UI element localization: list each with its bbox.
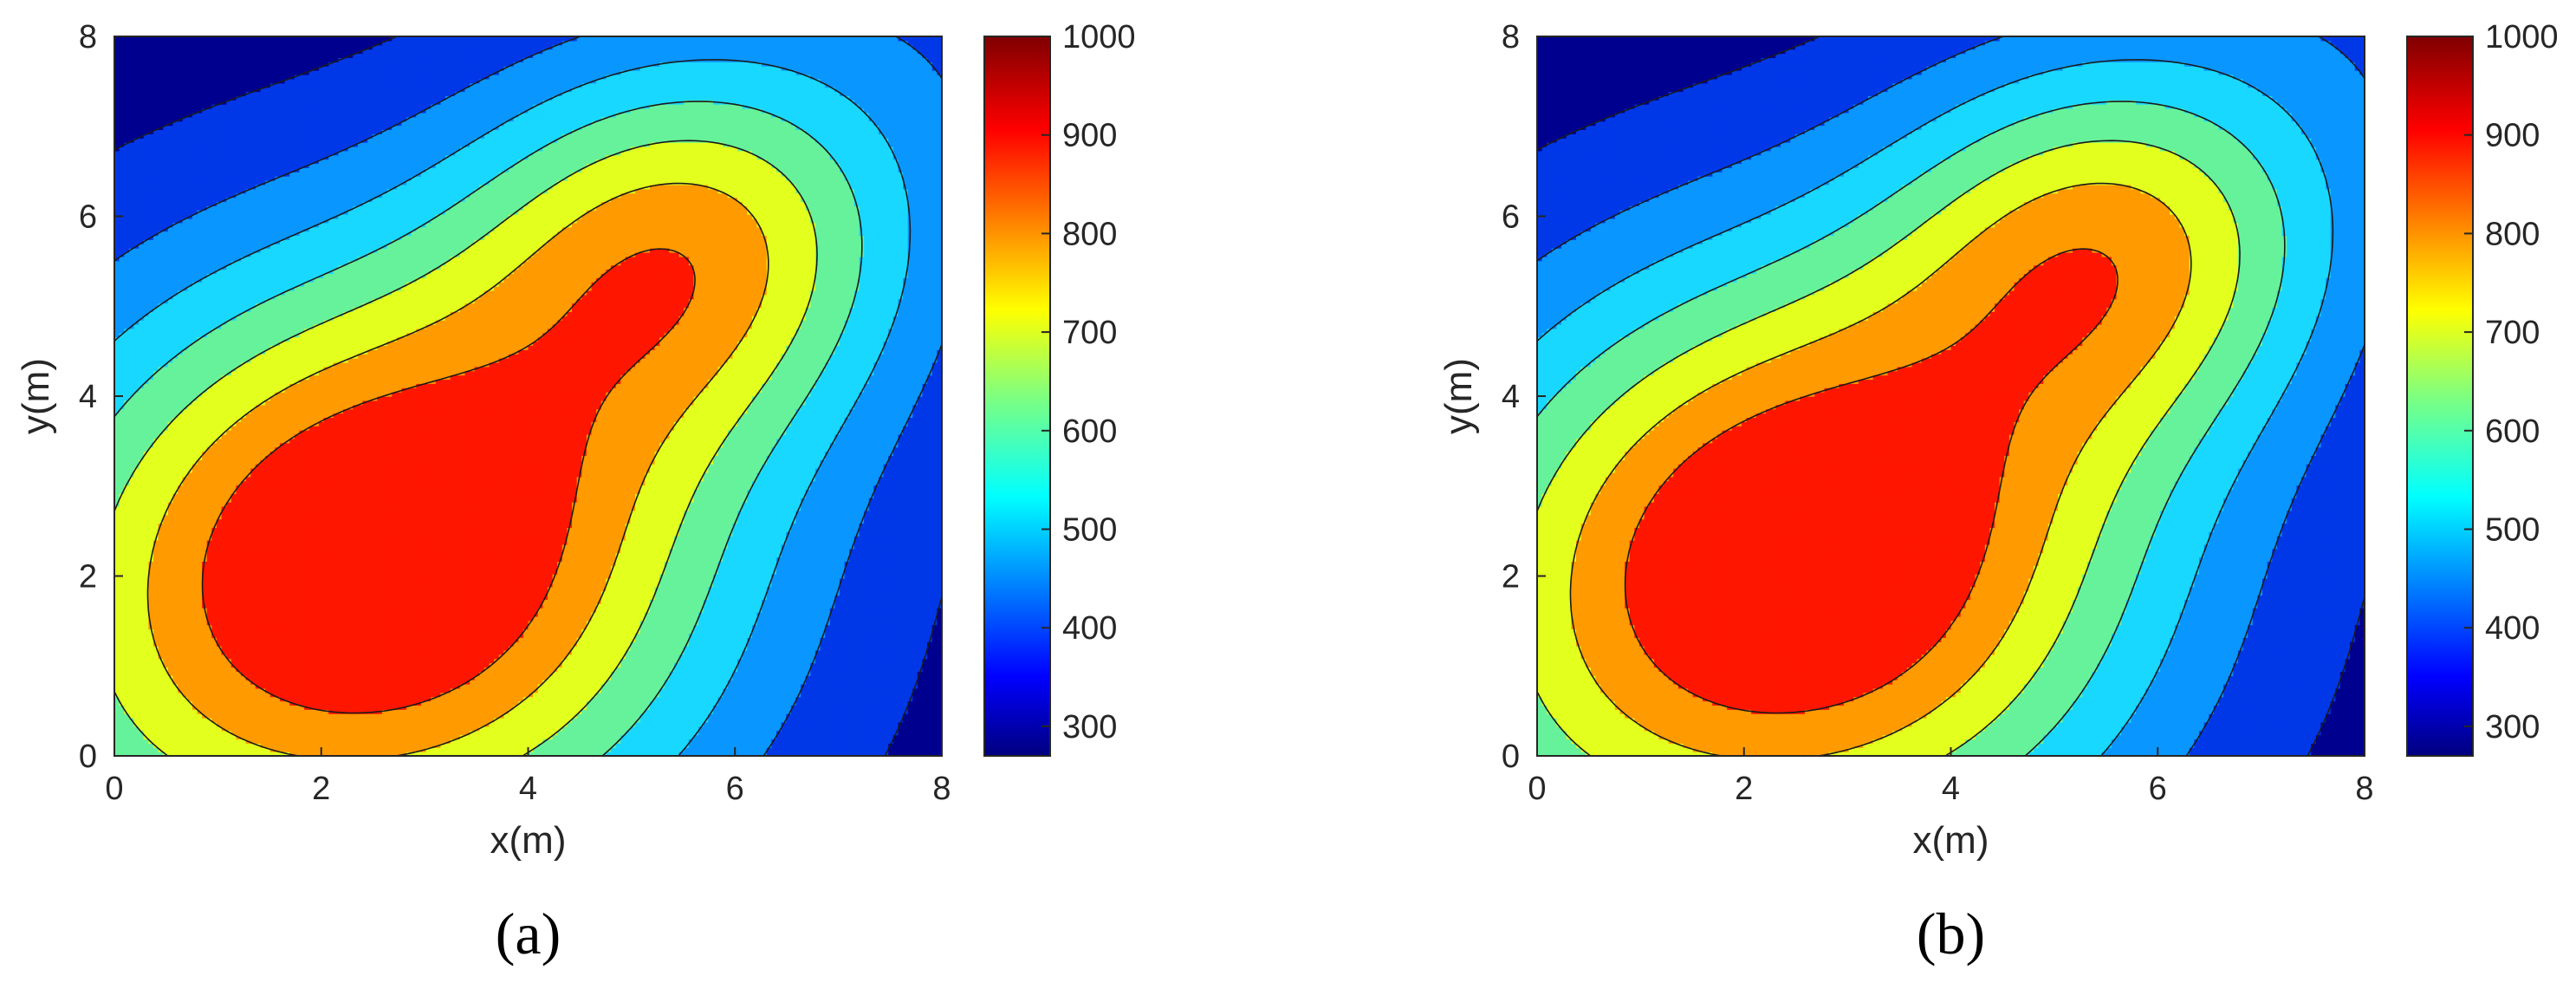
contour-chart-b: 0 2 4 6 8 0 2 4 6 8 x(m) y(m) 300 400 500 600 700 800 900 1… <box>1423 0 2576 996</box>
y-tick-label: 2 <box>79 559 97 596</box>
x-tick-label: 4 <box>519 771 537 807</box>
contour-chart-a: 0 2 4 6 8 0 2 4 6 8 x(m) y(m) 300 400 500 600 700 800 900 1… <box>0 0 1288 996</box>
x-tick-label: 8 <box>2355 771 2373 807</box>
y-tick-label: 4 <box>1502 379 1520 415</box>
x-axis-label: x(m) <box>1913 819 1989 862</box>
x-tick-label: 0 <box>1528 771 1546 807</box>
panel-caption: (b) <box>1917 901 1985 967</box>
y-tick-label: 6 <box>79 199 97 236</box>
y-tick-label: 4 <box>79 379 97 415</box>
y-tick-label: 0 <box>1502 739 1520 775</box>
x-tick-label: 2 <box>1735 771 1753 807</box>
x-tick-label: 8 <box>932 771 951 807</box>
colorbar-tick-label: 300 <box>1062 709 1117 745</box>
chart-panel-a: 0 2 4 6 8 0 2 4 6 8 x(m) y(m) 300 400 500 600 700 800 900 1… <box>0 0 1288 996</box>
y-tick-label: 8 <box>1502 19 1520 55</box>
colorbar-tick-label: 900 <box>1062 118 1117 154</box>
x-axis-label: x(m) <box>490 819 567 862</box>
colorbar-tick-label: 900 <box>2485 118 2540 154</box>
colorbar-tick-label: 700 <box>1062 315 1117 351</box>
colorbar-tick-label: 1000 <box>2485 19 2559 55</box>
y-axis-label: y(m) <box>15 358 57 434</box>
colorbar-tick-label: 800 <box>1062 216 1117 252</box>
y-tick-label: 8 <box>79 19 97 55</box>
colorbar-tick-label: 400 <box>1062 610 1117 647</box>
x-tick-label: 0 <box>105 771 123 807</box>
x-tick-label: 4 <box>1942 771 1960 807</box>
colorbar <box>984 36 1050 756</box>
colorbar-tick-label: 600 <box>1062 413 1117 450</box>
colorbar <box>2407 36 2473 756</box>
y-tick-label: 0 <box>79 739 97 775</box>
x-tick-label: 6 <box>2149 771 2167 807</box>
colorbar-tick-label: 1000 <box>1062 19 1136 55</box>
colorbar-tick-label: 700 <box>2485 315 2540 351</box>
x-tick-label: 6 <box>726 771 744 807</box>
y-tick-label: 2 <box>1502 559 1520 596</box>
colorbar-tick-label: 600 <box>2485 413 2540 450</box>
colorbar-tick-label: 300 <box>2485 709 2540 745</box>
panel-caption: (a) <box>496 901 561 967</box>
y-axis-label: y(m) <box>1437 358 1480 434</box>
y-tick-label: 6 <box>1502 199 1520 236</box>
colorbar-tick-label: 800 <box>2485 216 2540 252</box>
colorbar-tick-label: 500 <box>1062 511 1117 548</box>
chart-panel-b: 0 2 4 6 8 0 2 4 6 8 x(m) y(m) 300 400 500 600 700 800 900 1… <box>1423 0 2576 996</box>
colorbar-tick-label: 400 <box>2485 610 2540 647</box>
x-tick-label: 2 <box>312 771 330 807</box>
colorbar-tick-label: 500 <box>2485 511 2540 548</box>
